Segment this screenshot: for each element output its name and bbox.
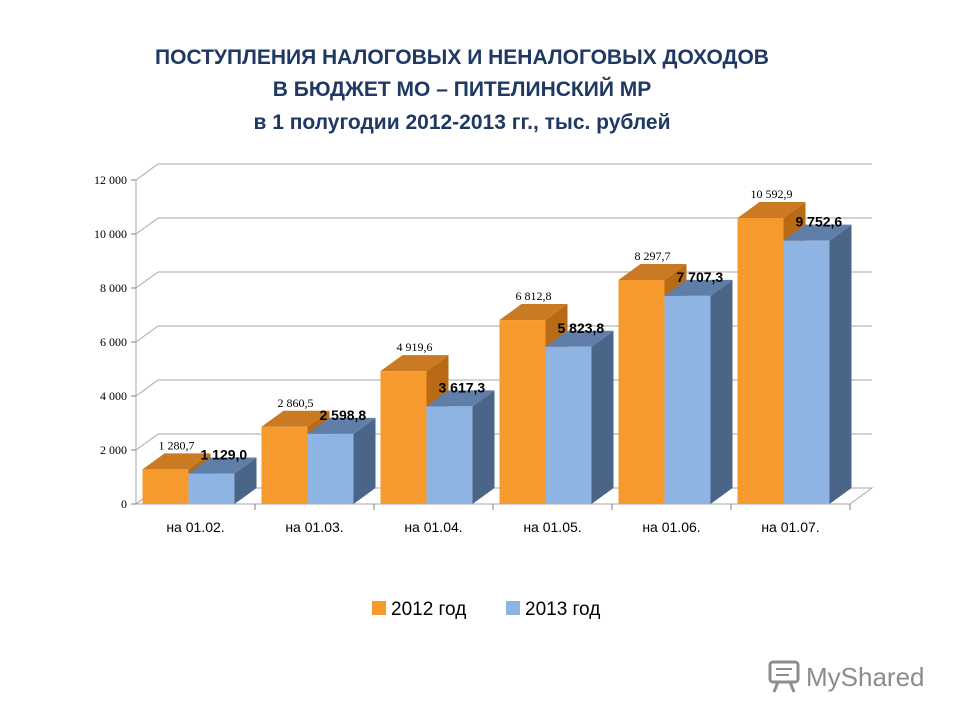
x-tick-label: на 01.02. [166,519,224,535]
bar [737,217,784,504]
data-label-2013: 7 707,3 [677,269,724,285]
bar-side [829,224,852,504]
legend-swatch [372,601,386,615]
bar [188,473,235,504]
legend-swatch [506,601,520,615]
bar-top [737,201,806,218]
legend-label: 2012 год [391,599,466,620]
y-tick-label: 12 000 [94,173,127,187]
x-tick-label: на 01.04. [404,519,462,535]
bar-side [353,417,376,504]
data-label-2013: 5 823,8 [558,320,605,336]
bar [545,346,592,504]
bar [307,433,354,504]
y-tick-label: 8 000 [100,281,127,295]
x-tick-label: на 01.07. [761,519,819,535]
title-line-3: в 1 полугодии 2012-2013 гг., тыс. рублей [253,111,670,134]
data-label-2012: 4 919,6 [397,340,433,354]
gridline-depth [135,217,159,235]
data-label-2013: 2 598,8 [320,407,367,423]
legend: 2012 год 2013 год [372,599,600,620]
watermark: MyShared [768,660,925,693]
bar [380,371,427,504]
bar [618,279,665,504]
gridline-depth [135,271,159,289]
legend-label: 2013 год [525,599,600,620]
watermark-text: MyShared [806,662,925,692]
x-tick-label: на 01.05. [523,519,581,535]
bar-top [307,417,376,434]
bar-top [380,355,449,372]
y-tick-label: 10 000 [94,227,127,241]
bar-top [426,390,495,407]
y-tick-label: 0 [121,497,127,511]
bar [426,406,473,504]
plot-area: 0 2 000 4 000 6 000 8 000 10 000 12 000 1 280,7… [94,163,874,535]
data-label-2012: 8 297,7 [635,249,671,263]
bar [142,469,189,504]
y-tick-label: 4 000 [100,389,127,403]
bar-side [710,279,733,504]
gridline-depth [135,325,159,343]
x-tick-label: на 01.03. [285,519,343,535]
y-tick-label: 6 000 [100,335,127,349]
bar-top [261,410,330,427]
data-label-2013: 3 617,3 [439,379,486,395]
presentation-board-icon [768,660,800,693]
gridline-depth [135,433,159,451]
bar-side [472,390,495,504]
bar-side [234,457,257,504]
data-label-2013: 9 752,6 [796,214,843,230]
data-label-2012: 6 812,8 [516,289,552,303]
bar-top [618,263,687,280]
y-tick-label: 2 000 [100,443,127,457]
gridline-depth [135,379,159,397]
bar [783,240,830,504]
bar [499,320,546,504]
data-label-2012: 10 592,9 [751,187,793,201]
bar [664,295,711,504]
bar-top [545,330,614,347]
data-label-2012: 2 860,5 [278,396,314,410]
bar-top [142,453,211,470]
bar-top [664,279,733,296]
gridline-depth [135,163,159,181]
title-line-2: В БЮДЖЕТ МО – ПИТЕЛИНСКИЙ МР [273,77,652,101]
bar-side [591,330,614,504]
data-label-2013: 1 129,0 [201,447,248,463]
bar-top [188,457,257,474]
bar [261,426,308,504]
data-label-2012: 1 280,7 [159,438,195,452]
bar-top [783,224,852,241]
x-tick-label: на 01.06. [642,519,700,535]
chart-title: ПОСТУПЛЕНИЯ НАЛОГОВЫХ И НЕНАЛОГОВЫХ ДОХО… [155,46,769,134]
bar-top [499,304,568,321]
title-line-1: ПОСТУПЛЕНИЯ НАЛОГОВЫХ И НЕНАЛОГОВЫХ ДОХО… [155,46,769,69]
